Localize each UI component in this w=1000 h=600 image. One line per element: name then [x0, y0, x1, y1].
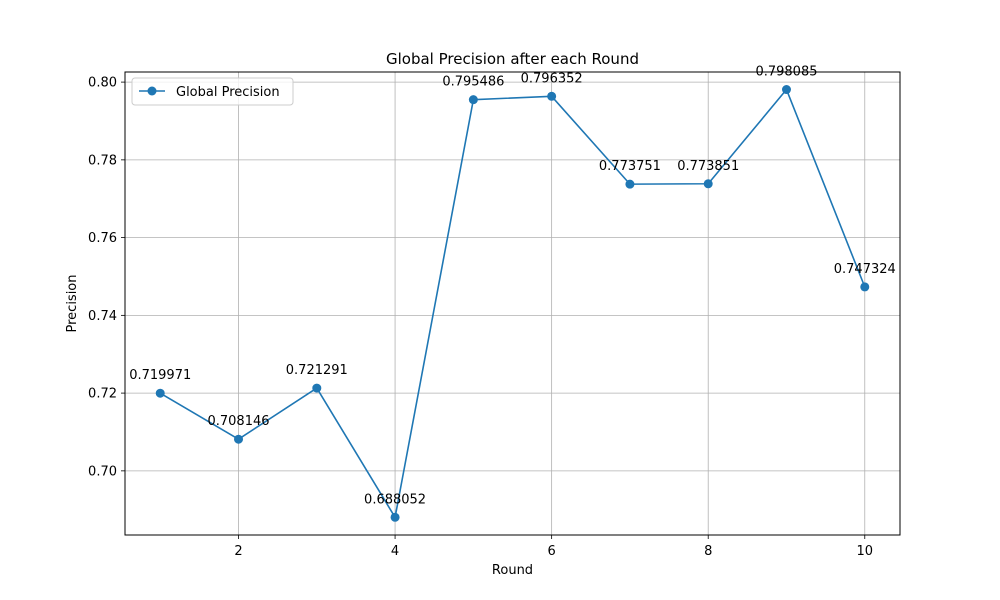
- data-point: [312, 383, 322, 393]
- legend-label: Global Precision: [176, 85, 280, 100]
- legend: Global Precision: [131, 77, 294, 106]
- y-tick-label: 0.80: [88, 76, 117, 91]
- data-label: 0.721291: [286, 363, 348, 378]
- chart-title: Global Precision after each Round: [386, 50, 639, 68]
- data-point: [860, 282, 870, 292]
- x-axis-label: Round: [492, 563, 533, 578]
- y-tick-label: 0.72: [88, 387, 117, 402]
- legend-box: [131, 77, 294, 106]
- data-labels: 0.719971 0.708146 0.721291 0.688052 0.795486…: [129, 65, 896, 508]
- y-tick-label: 0.74: [88, 309, 117, 324]
- x-axis-ticks: 2 4 6 8 10: [234, 535, 873, 559]
- y-tick-label: 0.78: [88, 153, 117, 168]
- series-global-precision: [155, 85, 870, 522]
- data-label: 0.708146: [207, 414, 269, 429]
- data-label: 0.773851: [677, 159, 739, 174]
- x-tick-label: 10: [856, 544, 873, 559]
- data-point: [234, 434, 244, 444]
- data-point: [547, 91, 557, 101]
- data-label: 0.719971: [129, 368, 191, 383]
- data-label: 0.796352: [521, 71, 583, 86]
- data-point: [625, 179, 635, 189]
- grid: [125, 72, 900, 535]
- x-tick-label: 8: [704, 544, 712, 559]
- plot-frame: [124, 71, 901, 536]
- x-tick-label: 6: [548, 544, 556, 559]
- x-tick-label: 4: [391, 544, 399, 559]
- series-line: [159, 88, 866, 519]
- data-point: [390, 512, 400, 522]
- x-tick-label: 2: [234, 544, 242, 559]
- data-label: 0.747324: [834, 262, 896, 277]
- y-tick-label: 0.76: [88, 231, 117, 246]
- data-label: 0.795486: [442, 75, 504, 90]
- y-axis-ticks: 0.70 0.72 0.74 0.76 0.78 0.80: [88, 76, 125, 479]
- data-label: 0.773751: [599, 159, 661, 174]
- y-tick-label: 0.70: [88, 464, 117, 479]
- data-point: [468, 95, 478, 105]
- data-label: 0.688052: [364, 492, 426, 507]
- y-axis-label: Precision: [65, 274, 80, 332]
- data-point: [703, 179, 713, 189]
- data-point: [781, 85, 791, 95]
- legend-marker-swatch: [147, 86, 157, 96]
- data-point: [155, 388, 165, 398]
